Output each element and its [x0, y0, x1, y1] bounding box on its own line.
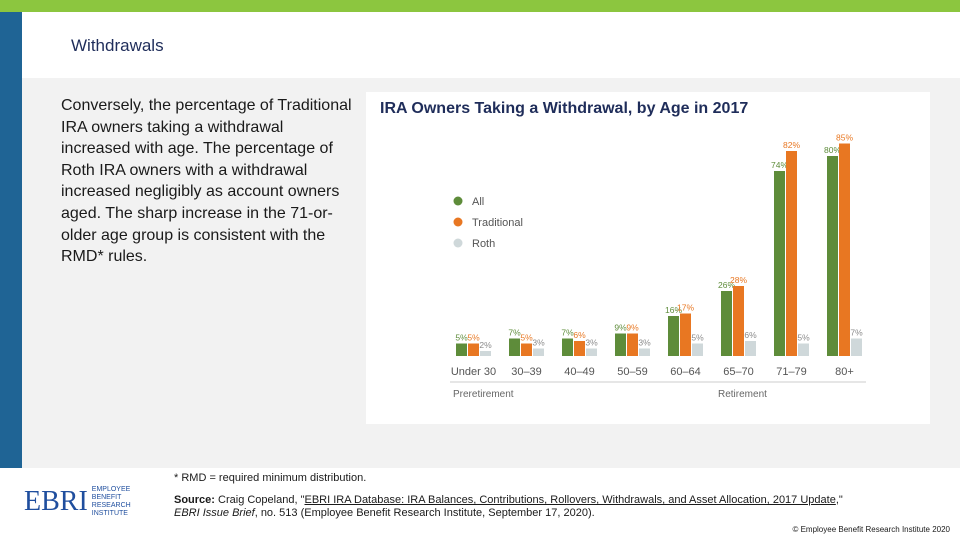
data-label: 5%	[455, 333, 468, 343]
logo-line-1: EMPLOYEE BENEFIT	[91, 486, 131, 501]
bar	[733, 286, 744, 356]
legend-label: Roth	[472, 238, 495, 250]
category-label: 30–39	[511, 366, 542, 378]
data-label: 9%	[626, 323, 639, 333]
category-label: 60–64	[670, 366, 701, 378]
data-label: 5%	[691, 333, 704, 343]
bar	[533, 348, 544, 356]
data-label: 2%	[479, 340, 492, 350]
logo-subtitle: EMPLOYEE BENEFIT RESEARCH INSTITUTE	[92, 486, 156, 518]
data-label: 7%	[508, 328, 521, 338]
bar	[851, 338, 862, 356]
bar	[480, 351, 491, 356]
legend-swatch	[453, 196, 463, 206]
bar	[745, 341, 756, 356]
category-label: 80+	[835, 366, 854, 378]
source-link[interactable]: EBRI IRA Database: IRA Balances, Contrib…	[304, 494, 836, 506]
category-label: 50–59	[617, 366, 648, 378]
source-citation: Source: Craig Copeland, "EBRI IRA Databa…	[174, 494, 934, 519]
legend-label: Traditional	[472, 217, 523, 229]
data-label: 3%	[532, 338, 545, 348]
slide-title: Withdrawals	[71, 36, 164, 55]
bar	[668, 316, 679, 356]
bar	[798, 343, 809, 356]
data-label: 3%	[585, 338, 598, 348]
data-label: 5%	[797, 333, 810, 343]
bar	[839, 143, 850, 356]
category-label: Under 30	[451, 366, 496, 378]
legend-swatch	[453, 217, 463, 227]
data-label: 26%	[718, 280, 735, 290]
bar	[509, 338, 520, 356]
data-label: 6%	[573, 330, 586, 340]
data-label: 74%	[771, 160, 788, 170]
data-label: 85%	[836, 133, 853, 143]
bar	[615, 333, 626, 356]
bar	[586, 348, 597, 356]
legend-label: All	[472, 196, 484, 208]
bar	[721, 291, 732, 356]
bar	[521, 343, 532, 356]
body-paragraph: Conversely, the percentage of Traditiona…	[61, 97, 352, 266]
data-label: 7%	[561, 328, 574, 338]
bar	[574, 341, 585, 356]
group-label: Retirement	[718, 389, 767, 400]
source-details: , no. 513 (Employee Benefit Research Ins…	[254, 506, 595, 519]
data-label: 82%	[783, 140, 800, 150]
footnote: * RMD = required minimum distribution.	[174, 472, 367, 484]
bar-chart: 5% 5%2%Under 307% 5% 3%30–397% 6%3%40–499% 9%…	[450, 133, 866, 400]
bar	[827, 156, 838, 356]
data-label: 7%	[850, 328, 863, 338]
bar	[562, 338, 573, 356]
data-label: 17%	[677, 303, 694, 313]
source-label: Source:	[174, 494, 215, 506]
data-label: 3%	[638, 338, 651, 348]
data-label: 9%	[614, 323, 627, 333]
source-publication: EBRI Issue Brief	[174, 506, 255, 519]
top-accent-bar	[0, 0, 960, 12]
category-label: 71–79	[776, 366, 807, 378]
bar	[468, 343, 479, 356]
category-label: 65–70	[723, 366, 754, 378]
data-label: 5%	[467, 333, 480, 343]
data-label: 6%	[744, 330, 757, 340]
data-label: 80%	[824, 145, 841, 155]
bar	[680, 313, 691, 356]
ebri-logo: EBRI EMPLOYEE BENEFIT RESEARCH INSTITUTE	[24, 486, 156, 518]
bar	[627, 333, 638, 356]
source-prefix: Craig Copeland, "	[214, 494, 305, 506]
data-label: 16%	[665, 305, 682, 315]
copyright: © Employee Benefit Research Institute 20…	[792, 525, 950, 534]
bar	[692, 343, 703, 356]
logo-line-2: RESEARCH INSTITUTE	[91, 502, 131, 517]
bar	[456, 343, 467, 356]
data-label: 5%	[520, 333, 533, 343]
logo-mark: EBRI	[24, 486, 88, 517]
bar	[639, 348, 650, 356]
header-band	[22, 12, 960, 78]
data-label: 28%	[730, 275, 747, 285]
legend-swatch	[453, 238, 463, 248]
left-accent-bar	[0, 12, 22, 468]
bar	[774, 171, 785, 356]
bar	[786, 151, 797, 356]
chart-title: IRA Owners Taking a Withdrawal, by Age i…	[380, 100, 749, 117]
source-suffix: ,"	[835, 494, 843, 506]
group-label: Preretirement	[453, 389, 514, 400]
category-label: 40–49	[564, 366, 595, 378]
